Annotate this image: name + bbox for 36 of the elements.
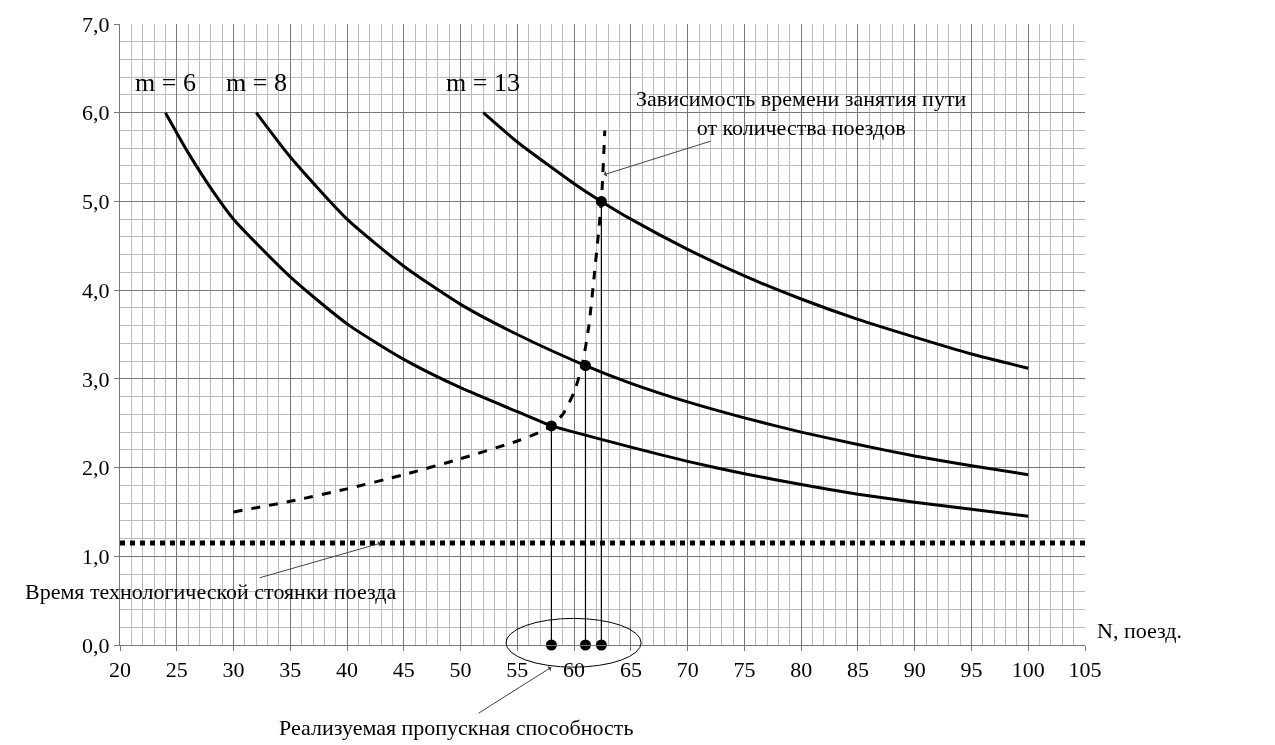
text: Реализуемая пропускная способность xyxy=(279,715,634,740)
y-tick-label: 4,0 xyxy=(82,277,110,303)
series-label: m = 6 xyxy=(135,68,196,97)
x-tick-label: 70 xyxy=(676,657,699,683)
y-tick-label: 1,0 xyxy=(82,543,110,569)
x-tick-label: 75 xyxy=(733,657,756,683)
y-tick-label: 0,0 xyxy=(82,632,110,658)
x-tick-label: 40 xyxy=(336,657,359,683)
ref-line-label: Время технологической стоянки поезда xyxy=(25,579,397,604)
x-tick-label: 45 xyxy=(392,657,415,683)
y-tick-label: 3,0 xyxy=(82,366,110,392)
x-tick-label: 35 xyxy=(279,657,302,683)
series-label: m = 8 xyxy=(226,68,287,97)
x-tick-label: 50 xyxy=(449,657,472,683)
x-tick-label: 55 xyxy=(506,657,529,683)
x-tick-label: 95 xyxy=(960,657,983,683)
y-tick-label: 7,0 xyxy=(82,11,110,37)
y-tick-label: 5,0 xyxy=(82,189,110,215)
point xyxy=(595,195,607,207)
point xyxy=(579,360,591,372)
x-tick-label: 30 xyxy=(222,657,245,683)
y-tick-label: 6,0 xyxy=(82,100,110,126)
annotation: Зависимость времени занятия пути от количества поездов xyxy=(636,86,967,140)
series-label: m = 13 xyxy=(446,68,520,97)
x-tick-label: 65 xyxy=(619,657,642,683)
x-tick-label: 85 xyxy=(846,657,869,683)
x-tick-label: 80 xyxy=(790,657,813,683)
y-tick-label: 2,0 xyxy=(82,455,110,481)
x-tick-label: 20 xyxy=(109,657,131,683)
x-axis-title: N, поезд. xyxy=(1097,618,1182,643)
x-tick-label: 25 xyxy=(165,657,188,683)
x-tick-label: 90 xyxy=(903,657,926,683)
point xyxy=(545,420,557,432)
x-tick-label: 100 xyxy=(1011,657,1045,683)
line-series xyxy=(481,111,1030,370)
x-tick-label: 105 xyxy=(1068,657,1102,683)
